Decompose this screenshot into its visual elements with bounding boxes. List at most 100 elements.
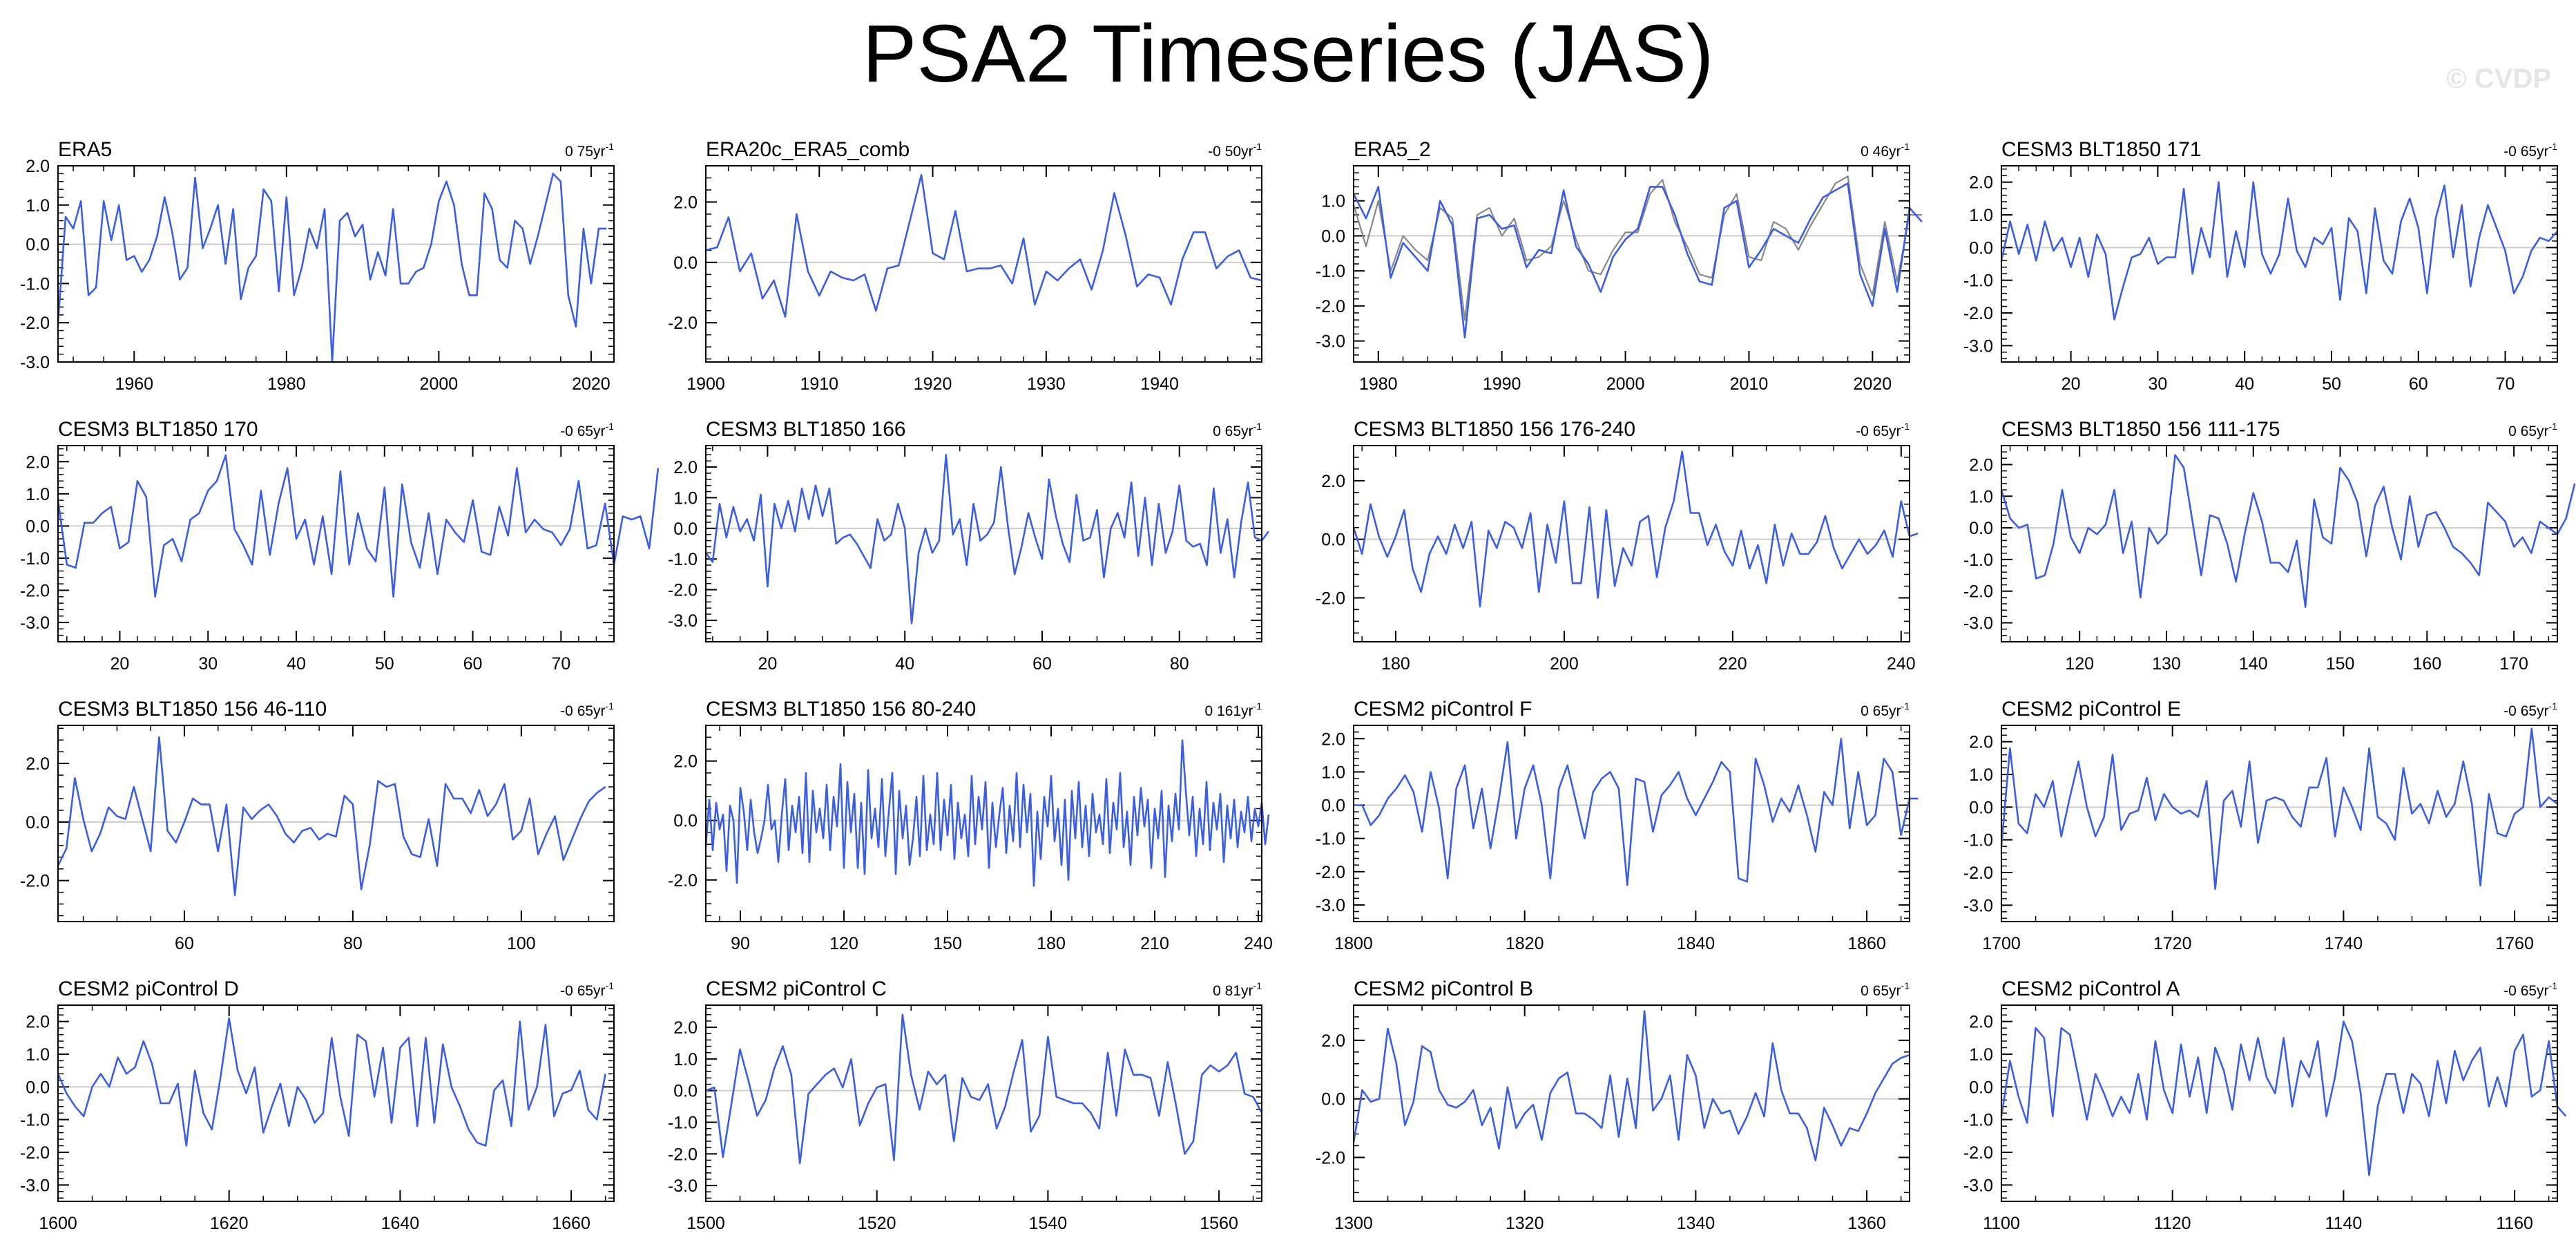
series-line — [704, 739, 1270, 887]
plot-frame — [57, 165, 615, 363]
y-tick-label: -3.0 — [20, 353, 50, 372]
x-tick-label: 1760 — [2495, 934, 2534, 953]
x-tick-label: 30 — [198, 654, 218, 674]
y-tick-label: -2.0 — [20, 314, 50, 333]
y-tick-label: -3.0 — [1316, 896, 1345, 915]
trend-superscript: -1 — [1253, 141, 1262, 152]
y-tick-label: 2.0 — [26, 157, 50, 176]
x-tick-label: 1640 — [381, 1214, 420, 1233]
chart-panel: CESM3 BLT1850 156 111-175 0 65yr-1 120 130 1… — [1963, 418, 2576, 674]
y-tick-label: 2.0 — [673, 193, 698, 212]
x-tick-label: 30 — [2149, 374, 2168, 394]
page-title: PSA2 Timeseries (JAS) — [862, 8, 1714, 99]
x-tick-label: 1920 — [914, 374, 952, 394]
y-tick-label: 0.0 — [673, 812, 698, 831]
trend-label: 0 65yr-1 — [1861, 980, 1910, 999]
x-tick-label: 170 — [2499, 654, 2528, 674]
x-tick-label: 1910 — [800, 374, 838, 394]
trend-label: 0 81yr-1 — [1213, 980, 1262, 999]
y-tick-label: -3.0 — [20, 613, 50, 633]
y-tick-label: 0.0 — [1969, 519, 1993, 538]
y-tick-label: 2.0 — [1321, 472, 1345, 491]
x-tick-label: 220 — [1718, 654, 1747, 674]
trend-label: -0 65yr-1 — [2503, 141, 2557, 160]
y-tick-label: -3.0 — [20, 1176, 50, 1195]
y-tick-label: -1.0 — [1963, 1111, 1993, 1130]
y-tick-label: -2.0 — [1963, 304, 1993, 323]
plot-frame — [57, 445, 615, 642]
x-tick-label: 150 — [2326, 654, 2355, 674]
y-tick-label: -1.0 — [1963, 271, 1993, 291]
x-tick-label: 1840 — [1677, 934, 1715, 953]
x-tick-label: 50 — [375, 654, 394, 674]
x-tick-label: 2010 — [1730, 374, 1769, 394]
x-tick-label: 1300 — [1334, 1214, 1373, 1233]
chart-panel: CESM2 piControl F 0 65yr-1 1800 1820 1840 186… — [1316, 698, 1919, 953]
trend-label: -0 65yr-1 — [560, 421, 614, 439]
y-tick-label: -2.0 — [668, 1145, 698, 1164]
plot-frame — [57, 725, 615, 922]
series-line — [705, 1013, 1263, 1165]
trend-label: 0 161yr-1 — [1205, 701, 1262, 719]
trend-superscript: -1 — [606, 141, 615, 152]
y-tick-label: -2.0 — [1316, 589, 1345, 608]
series-line — [705, 173, 1262, 318]
trend-superscript: -1 — [606, 701, 615, 712]
trend-value: 0 161yr — [1205, 703, 1253, 719]
y-tick-label: 1.0 — [1969, 206, 1993, 225]
x-tick-label: 1500 — [686, 1214, 725, 1233]
panel-title: CESM2 piControl F — [1354, 698, 1532, 721]
panel-title: CESM2 piControl A — [2001, 978, 2180, 1000]
trend-value: 0 81yr — [1213, 983, 1253, 999]
x-tick-label: 60 — [463, 654, 483, 674]
trend-superscript: -1 — [1901, 141, 1910, 152]
x-tick-label: 1100 — [1983, 1214, 2020, 1233]
series-line — [1352, 182, 1923, 339]
y-tick-label: 1.0 — [1321, 192, 1345, 211]
trend-label: -0 50yr-1 — [1208, 141, 1262, 160]
trend-superscript: -1 — [1253, 701, 1262, 712]
series-line — [1352, 1010, 1910, 1161]
series-line — [2000, 727, 2558, 890]
y-tick-label: -2.0 — [668, 871, 698, 890]
x-tick-label: 1940 — [1140, 374, 1179, 394]
y-tick-label: 2.0 — [26, 754, 50, 774]
x-tick-label: 1990 — [1483, 374, 1521, 394]
y-tick-label: -2.0 — [20, 872, 50, 891]
y-tick-label: 2.0 — [1321, 1031, 1345, 1051]
panel-title: CESM2 piControl E — [2001, 698, 2181, 721]
trend-label: -0 65yr-1 — [560, 701, 614, 719]
y-tick-label: 0.0 — [1969, 798, 1993, 817]
trend-label: -0 65yr-1 — [1856, 421, 1910, 439]
trend-superscript: -1 — [1901, 421, 1910, 432]
y-tick-label: 1.0 — [26, 485, 50, 504]
chart-panel: CESM3 BLT1850 156 80-240 0 161yr-1 90 120 15… — [668, 698, 1273, 953]
y-tick-label: -1.0 — [668, 550, 698, 569]
y-tick-label: 1.0 — [26, 1045, 50, 1065]
chart-panel: CESM3 BLT1850 170 -0 65yr-1 20 30 40 50 60 70 -3… — [20, 418, 660, 674]
y-tick-label: -3.0 — [668, 1176, 698, 1196]
trend-label: 0 46yr-1 — [1861, 141, 1910, 160]
trend-superscript: -1 — [2549, 421, 2558, 432]
trend-superscript: -1 — [1253, 980, 1262, 991]
trend-label: -0 65yr-1 — [560, 980, 614, 999]
x-tick-label: 90 — [731, 934, 750, 953]
trend-superscript: -1 — [1901, 701, 1910, 712]
chart-panel: ERA20c_ERA5_comb -0 50yr-1 1900 1910 1920 193… — [668, 138, 1262, 394]
y-tick-label: 2.0 — [1969, 173, 1993, 193]
trend-value: 0 46yr — [1861, 144, 1901, 160]
x-tick-label: 180 — [1381, 654, 1410, 674]
x-tick-label: 40 — [287, 654, 306, 674]
x-tick-label: 150 — [933, 934, 962, 953]
panel-title: CESM3 BLT1850 170 — [58, 418, 258, 441]
x-tick-label: 20 — [758, 654, 778, 674]
y-tick-label: -3.0 — [1963, 336, 1993, 356]
trend-superscript: -1 — [606, 980, 615, 991]
x-tick-label: 1660 — [552, 1214, 590, 1233]
panel-title: CESM3 BLT1850 166 — [706, 418, 906, 441]
trend-label: -0 65yr-1 — [2503, 980, 2557, 999]
x-tick-label: 1700 — [1982, 934, 2021, 953]
x-tick-label: 240 — [1887, 654, 1916, 674]
x-tick-label: 70 — [551, 654, 570, 674]
x-tick-label: 120 — [2065, 654, 2094, 674]
